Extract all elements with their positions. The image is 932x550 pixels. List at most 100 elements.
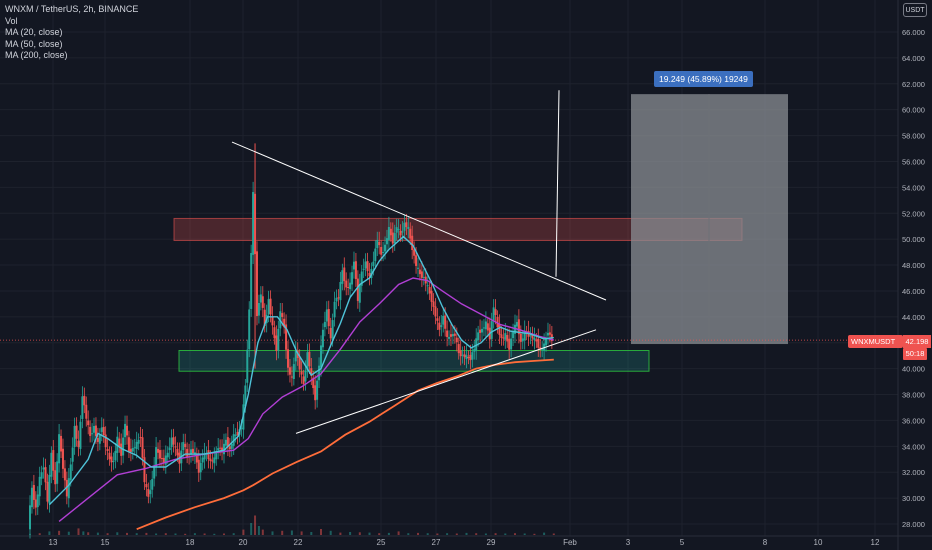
candle-body [312, 377, 315, 389]
volume-bar [77, 528, 80, 535]
volume-bar [223, 533, 225, 535]
currency-badge[interactable]: USDT [903, 3, 927, 17]
volume-bar [87, 532, 90, 535]
candle-body [248, 309, 251, 350]
candle-body [496, 316, 499, 328]
candle-body [287, 349, 290, 368]
candle-body [73, 425, 76, 448]
volume-bar [96, 532, 99, 535]
candle-body [285, 324, 288, 350]
candle-body [168, 447, 171, 451]
candle-body [102, 426, 105, 436]
candle-body [288, 367, 291, 375]
candle-body [170, 437, 173, 448]
candle-body [380, 246, 383, 255]
candle-body [236, 431, 239, 436]
candle-body [137, 439, 140, 444]
candle-body [321, 329, 324, 348]
candle-body [374, 248, 377, 262]
candle-body [539, 347, 542, 350]
candle-body [372, 261, 375, 267]
candle-body [335, 297, 338, 302]
time-tick-label: 15 [101, 538, 110, 547]
candle-body [91, 433, 94, 435]
legend-ma20[interactable]: MA (20, close) [5, 27, 63, 37]
candle-body [343, 267, 346, 282]
price-tick-label: 52.000 [902, 209, 925, 218]
candle-body [405, 222, 408, 228]
candle-body [352, 261, 355, 270]
candle-body [314, 385, 317, 401]
symbol-price-tag: WNXMUSDT [848, 335, 903, 348]
candle-body [325, 309, 328, 322]
time-tick-label: 5 [680, 538, 685, 547]
volume-bar [232, 533, 235, 535]
candle-body [399, 230, 402, 236]
volume-bar [310, 532, 313, 535]
candle-body [444, 315, 447, 329]
candle-body [535, 339, 538, 342]
candle-body [446, 330, 449, 338]
volume-bar [250, 523, 253, 535]
candle-body [226, 437, 229, 447]
candle-body [473, 348, 476, 352]
candle-body [71, 447, 74, 462]
candle-body [75, 425, 78, 439]
candle-body [465, 355, 468, 360]
descending-trendline[interactable] [231, 141, 607, 301]
legend-ma50[interactable]: MA (50, close) [5, 38, 63, 49]
candle-body [323, 321, 326, 328]
price-tick-label: 64.000 [902, 54, 925, 63]
candle-body [83, 395, 86, 406]
volume-bar [465, 532, 468, 535]
candle-body [215, 452, 218, 460]
legend-symbol[interactable]: WNXM / TetherUS, 2h, BINANCE [5, 4, 139, 14]
candle-body [440, 325, 443, 328]
candle-body [38, 476, 41, 497]
candle-body [273, 327, 276, 339]
candle-body [151, 479, 154, 490]
candle-body [176, 448, 179, 456]
legend-vol[interactable]: Vol [5, 15, 18, 26]
candle-body [283, 318, 286, 328]
volume-bar [523, 533, 526, 535]
volume-bar [387, 532, 390, 535]
candle-body [100, 427, 103, 432]
candle-body [415, 255, 418, 266]
legend-ma200[interactable]: MA (200, close) [5, 50, 68, 60]
candle-body [469, 354, 472, 361]
candle-body [139, 437, 142, 439]
candle-body [228, 446, 231, 450]
candle-body [197, 459, 200, 473]
candle-body [34, 499, 37, 508]
candle-body [87, 420, 90, 426]
candle-body [292, 364, 295, 379]
candle-body [451, 334, 454, 337]
price-tick-label: 48.000 [902, 261, 925, 270]
candle-body [209, 458, 212, 461]
candle-body [252, 192, 255, 255]
time-axis[interactable]: 13 15 18 20 22 25 27 29 Feb 3 5 8 10 12 [49, 538, 880, 547]
candle-body [120, 443, 123, 456]
candle-body [129, 448, 132, 453]
candle-body [201, 457, 204, 463]
time-tick-label: 13 [49, 538, 58, 547]
breakout-projection-line[interactable] [555, 90, 560, 277]
candle-body [521, 338, 524, 342]
candle-body [484, 321, 487, 330]
candle-body [199, 462, 202, 473]
price-tick-label: 38.000 [902, 391, 925, 400]
ascending-trendline[interactable] [295, 329, 597, 434]
candle-body [502, 337, 505, 339]
volume-bar [106, 533, 109, 535]
candle-body [434, 306, 437, 317]
candle-body [172, 437, 175, 445]
candle-body [453, 333, 456, 336]
volume-bar [514, 533, 516, 535]
candle-body [186, 448, 189, 457]
volume-bars [29, 515, 555, 535]
candle-body [271, 316, 274, 326]
volume-bar [484, 533, 487, 535]
candle-body [164, 455, 167, 465]
